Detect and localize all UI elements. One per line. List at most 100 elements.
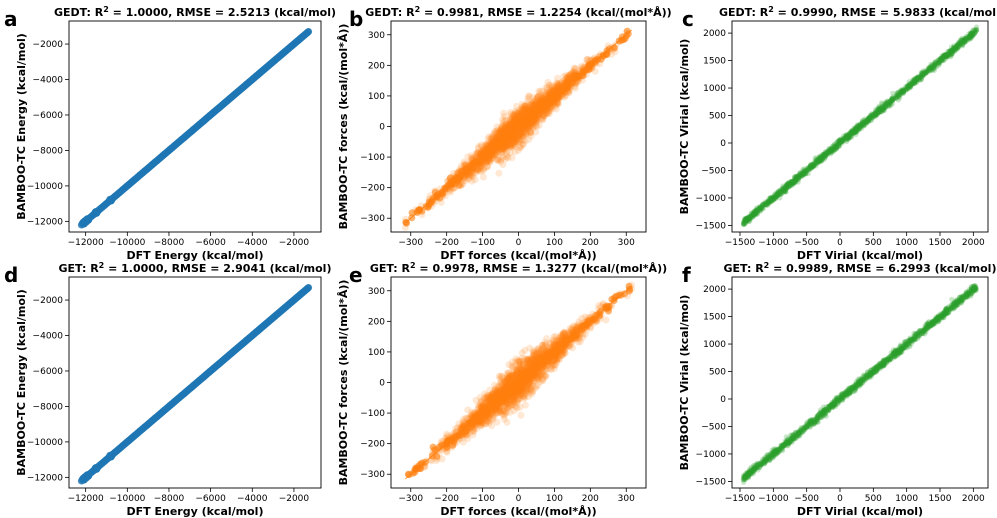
data-point [906, 81, 913, 87]
panel-letter: c [682, 7, 694, 31]
x-tick-label: 100 [546, 238, 563, 248]
data-point [910, 78, 917, 84]
data-point [897, 92, 903, 98]
data-point [857, 124, 863, 130]
data-point [480, 154, 488, 161]
data-point [956, 43, 962, 49]
data-point [509, 111, 517, 119]
data-point [498, 123, 506, 131]
data-point [938, 58, 945, 64]
data-point [517, 132, 525, 140]
data-point [913, 76, 919, 83]
data-point [489, 131, 497, 139]
data-point [564, 77, 572, 85]
data-point [523, 128, 530, 136]
y-tick-label: 200 [368, 61, 385, 71]
x-axis-label: DFT Energy (kcal/mol) [127, 249, 264, 262]
data-point [554, 99, 562, 107]
data-point [408, 209, 416, 217]
data-point [797, 171, 803, 178]
data-point [530, 377, 538, 385]
data-point [497, 378, 505, 386]
data-point [536, 115, 544, 123]
data-point [968, 33, 975, 39]
data-point [890, 90, 896, 96]
data-point [522, 108, 530, 116]
data-point [539, 92, 547, 100]
y-axis-label: BAMBOO-TC Virial (kcal/mol) [678, 39, 691, 215]
data-point [516, 388, 524, 396]
data-point [743, 216, 749, 222]
data-point [822, 151, 828, 157]
data-point [523, 104, 531, 112]
data-point [753, 208, 759, 214]
data-point [530, 348, 538, 356]
data-point [468, 172, 476, 180]
data-point [501, 123, 509, 131]
data-point [858, 126, 865, 132]
data-point [504, 123, 512, 131]
data-point [539, 114, 547, 122]
data-point [507, 110, 515, 118]
x-tick-label: −8000 [154, 238, 185, 248]
data-point [518, 349, 526, 357]
data-point [821, 151, 828, 157]
data-point [969, 30, 975, 36]
data-point [489, 134, 497, 142]
data-point [746, 214, 752, 220]
data-point [936, 59, 942, 65]
data-point [475, 166, 482, 174]
data-point [815, 159, 821, 165]
data-point [507, 117, 514, 125]
data-point [767, 198, 774, 205]
data-point [805, 171, 811, 177]
data-point [904, 83, 910, 90]
data-point [741, 218, 747, 224]
data-point [507, 120, 515, 128]
data-point [775, 193, 781, 199]
data-point [784, 182, 791, 188]
y-tick-label: −4000 [33, 332, 64, 342]
data-point [775, 192, 781, 198]
data-point [526, 389, 534, 397]
data-point [828, 149, 834, 155]
data-point [783, 183, 789, 189]
data-point [483, 159, 490, 167]
data-point [498, 148, 506, 156]
data-point [519, 106, 527, 114]
data-point [753, 208, 759, 214]
data-point [427, 199, 435, 206]
data-point [794, 174, 801, 180]
data-point [873, 112, 879, 118]
data-point [907, 81, 913, 87]
data-point [741, 221, 747, 227]
data-point [800, 167, 806, 173]
data-point [503, 124, 511, 132]
data-point [838, 136, 844, 142]
data-point [918, 76, 925, 83]
data-point [485, 133, 493, 141]
data-point [471, 424, 478, 432]
data-point [476, 165, 484, 173]
data-point [883, 100, 889, 107]
data-point [782, 184, 789, 190]
data-point [500, 146, 508, 154]
data-point [519, 119, 527, 127]
data-point [495, 128, 503, 136]
data-point [499, 153, 507, 161]
data-point [931, 67, 937, 73]
data-point [960, 37, 966, 43]
data-point [497, 156, 505, 164]
data-point [936, 60, 942, 66]
data-point [870, 111, 876, 118]
data-point [843, 134, 849, 140]
data-point [517, 106, 525, 114]
data-point [543, 86, 551, 94]
data-point [472, 158, 480, 166]
data-point [800, 172, 806, 178]
data-point [550, 333, 558, 341]
data-point [526, 104, 533, 112]
data-point [752, 211, 759, 217]
data-point [475, 164, 482, 172]
data-point [962, 38, 968, 44]
